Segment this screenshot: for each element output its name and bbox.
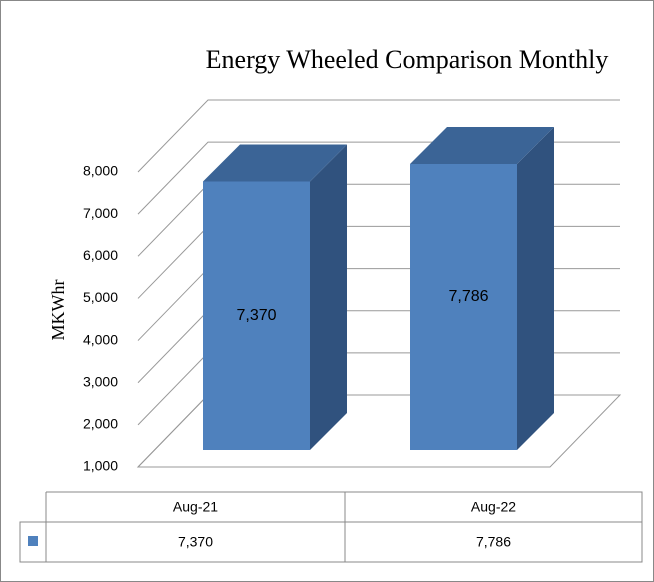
bar-top — [203, 144, 347, 182]
bar — [410, 127, 554, 451]
x-tick-label: Aug-21 — [173, 499, 218, 515]
legend-swatch — [28, 536, 38, 546]
bar-side — [310, 144, 347, 451]
bar-front — [203, 181, 310, 451]
grid-line — [137, 99, 620, 173]
bar — [203, 144, 347, 451]
y-tick-label: 3,000 — [83, 373, 118, 389]
table-value: 7,370 — [178, 534, 213, 550]
data-label: 7,786 — [448, 288, 488, 305]
bar-side — [517, 127, 554, 451]
table-value: 7,786 — [476, 534, 511, 550]
y-tick-label: 7,000 — [83, 205, 118, 221]
y-tick-label: 8,000 — [83, 163, 118, 179]
y-tick-label: 2,000 — [83, 416, 118, 432]
bar-top — [410, 127, 554, 165]
data-label: 7,370 — [236, 307, 276, 324]
chart-title: Energy Wheeled Comparison Monthly — [206, 45, 609, 74]
data-table-grid — [19, 491, 643, 563]
y-axis-label: MKWhr — [48, 280, 68, 341]
x-tick-label: Aug-22 — [471, 499, 516, 515]
bar-front — [410, 164, 517, 451]
y-tick-label: 5,000 — [83, 289, 118, 305]
y-tick-label: 6,000 — [83, 247, 118, 263]
y-tick-label: 1,000 — [83, 458, 118, 474]
y-tick-label: 4,000 — [83, 331, 118, 347]
